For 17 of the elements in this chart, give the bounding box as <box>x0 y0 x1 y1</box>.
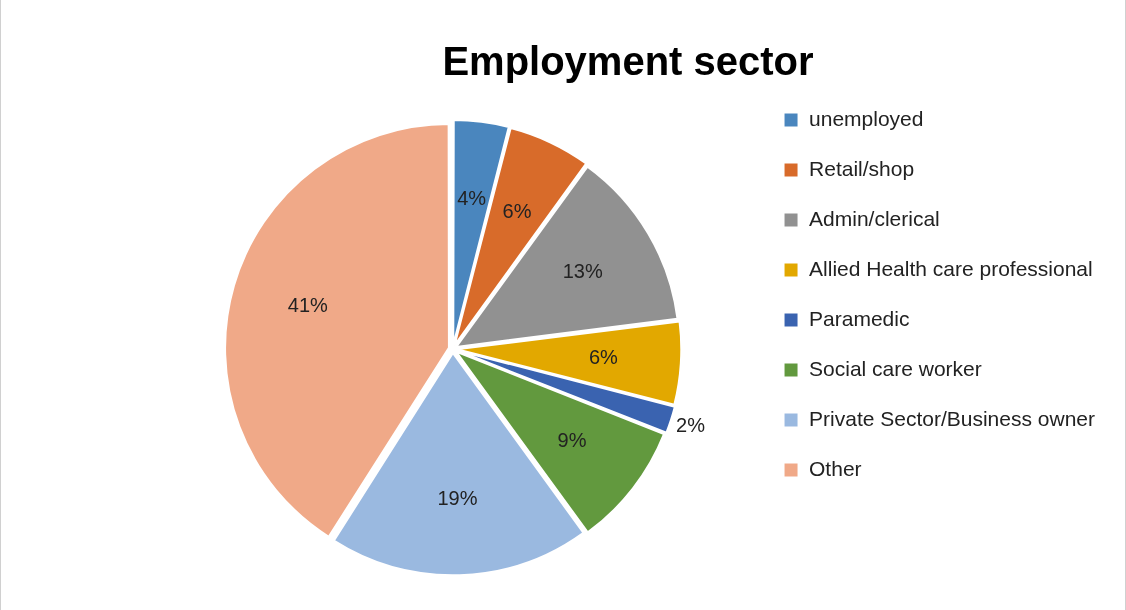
legend-label: Other <box>809 456 862 480</box>
data-label: 41% <box>287 294 329 317</box>
legend-label: Retail/shop <box>809 156 915 180</box>
legend-label: Private Sector/Business owner <box>809 406 1096 430</box>
chart-title: Employment sector <box>442 39 814 84</box>
legend-label: Social care worker <box>809 356 982 380</box>
legend-label: Paramedic <box>809 306 910 330</box>
data-label: 2% <box>676 413 706 436</box>
data-label: 13% <box>562 259 603 282</box>
data-label: 4% <box>457 186 487 209</box>
legend-label: unemployed <box>809 106 924 130</box>
data-label: 19% <box>437 487 478 510</box>
data-label: 9% <box>557 429 587 452</box>
data-label: 6% <box>588 345 619 368</box>
legend-label: Allied Health care professional <box>809 256 1093 280</box>
data-label: 6% <box>502 199 532 222</box>
legend-label: Admin/clerical <box>809 206 940 230</box>
